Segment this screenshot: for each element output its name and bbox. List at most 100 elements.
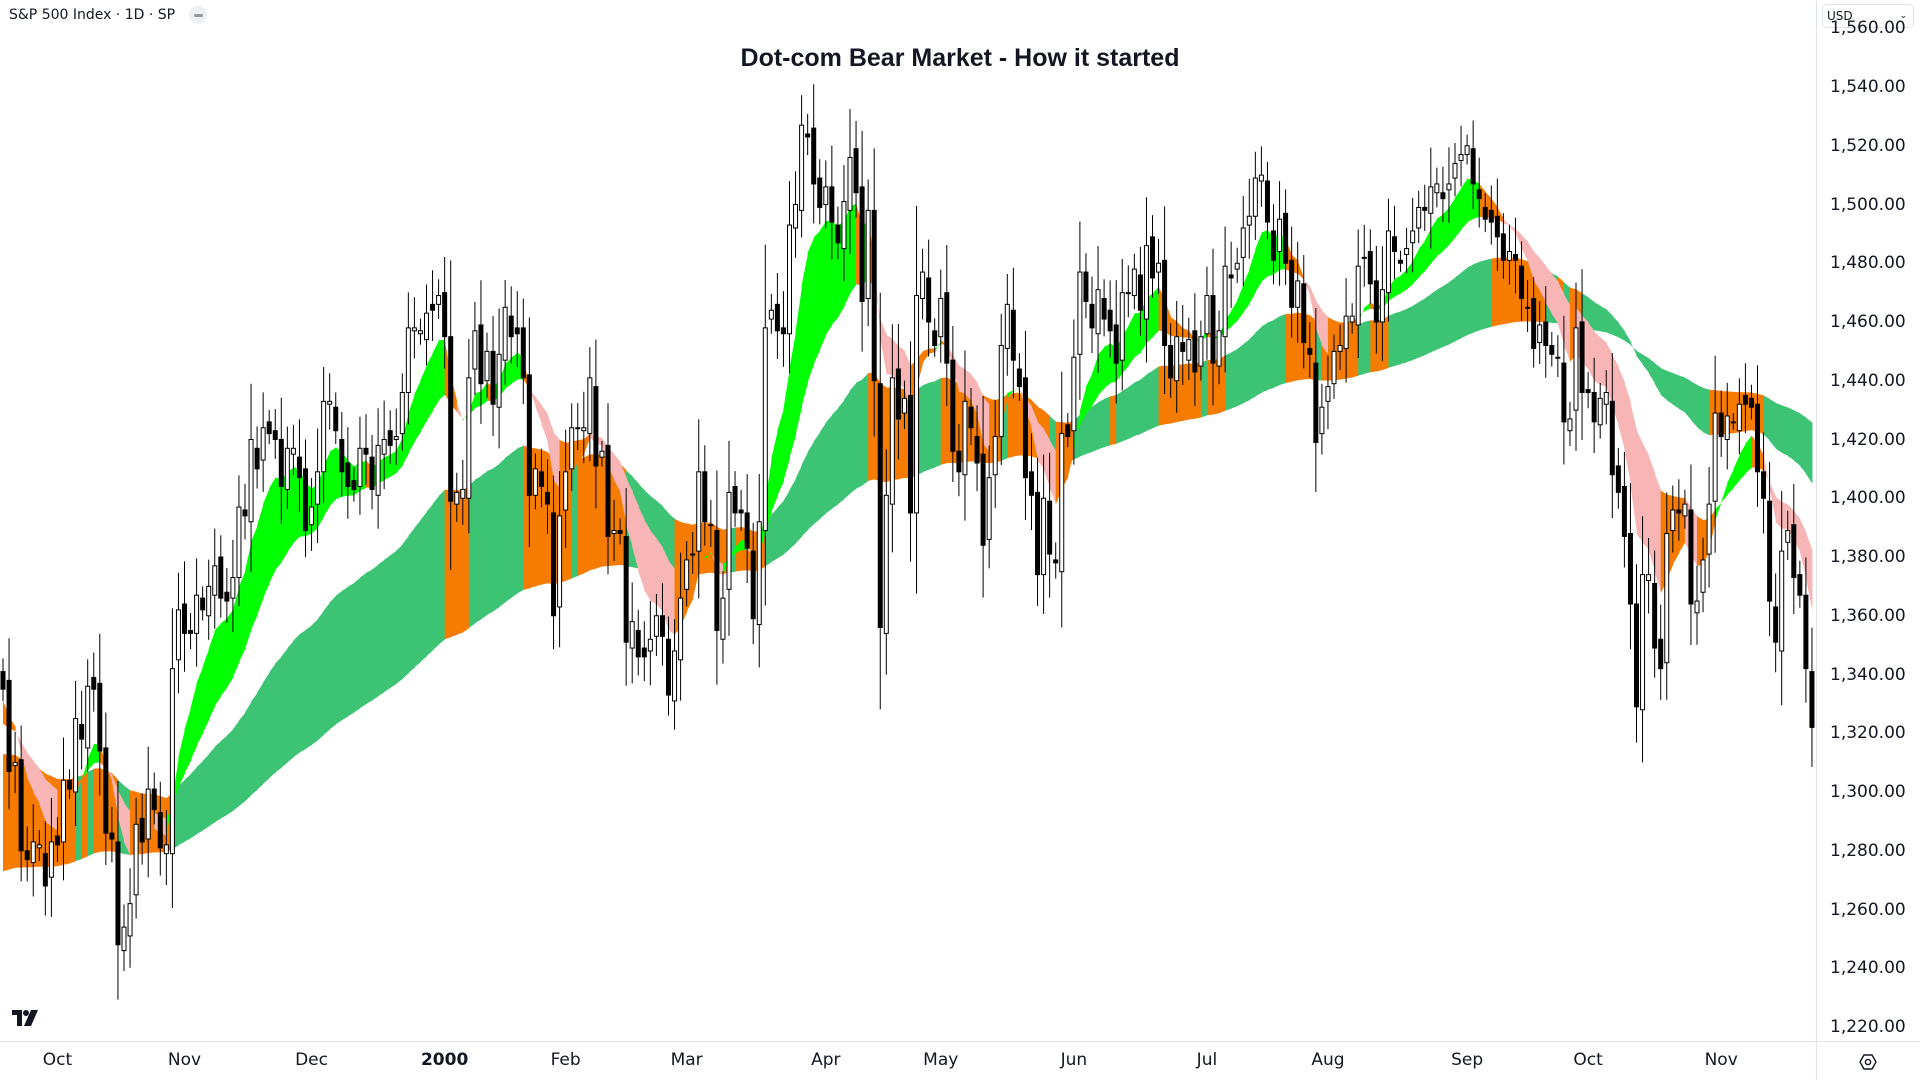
slow-ribbon-segment — [1085, 406, 1093, 454]
slow-ribbon-segment — [1231, 348, 1238, 409]
candle-down — [1053, 559, 1059, 564]
fast-ribbon-segment — [1648, 455, 1656, 572]
slow-ribbon-segment — [1594, 302, 1601, 332]
fast-ribbon-segment — [1430, 218, 1438, 264]
price-tick-label: 1,260.00 — [1830, 899, 1906, 920]
fast-ribbon-segment — [638, 506, 645, 591]
slow-ribbon-segment — [1703, 387, 1710, 436]
slow-ribbon-segment — [3, 754, 10, 872]
candle-up — [1785, 530, 1791, 543]
candle-down — [605, 444, 611, 537]
fast-ribbon-segment — [656, 538, 663, 612]
candle-down — [188, 629, 194, 634]
currency-select[interactable]: USD ⌄ — [1822, 4, 1914, 28]
slow-ribbon-segment — [1678, 375, 1686, 413]
slow-ribbon-segment — [456, 490, 464, 635]
fast-ribbon-segment — [1134, 312, 1141, 358]
candle-down — [623, 535, 629, 643]
candle-up — [647, 638, 653, 652]
price-chart[interactable] — [0, 0, 1816, 1041]
fast-ribbon-segment — [1237, 284, 1244, 321]
slow-ribbon-segment — [474, 475, 482, 624]
candle-down — [1500, 233, 1506, 261]
fast-ribbon-segment — [1799, 518, 1807, 579]
candle-down — [1585, 389, 1591, 393]
candle-down — [266, 421, 272, 435]
candle-down — [363, 447, 369, 455]
candle-down — [1367, 251, 1373, 285]
fast-ribbon-segment — [15, 726, 22, 755]
slow-ribbon-segment — [1430, 289, 1438, 353]
slow-ribbon-segment — [1648, 358, 1656, 384]
fast-ribbon-segment — [795, 285, 803, 435]
candle-up — [1646, 574, 1652, 581]
candle-down — [1422, 206, 1428, 211]
candle-down — [859, 186, 865, 302]
candle-down — [1168, 345, 1174, 379]
fast-ribbon-segment — [813, 230, 821, 365]
candle-up — [436, 295, 442, 305]
fast-ribbon-segment — [1448, 197, 1456, 245]
slow-ribbon-segment — [1473, 261, 1480, 333]
candle-down — [1228, 274, 1234, 279]
candle-down — [254, 447, 260, 470]
slow-ribbon-segment — [1249, 332, 1256, 401]
candle-down — [744, 512, 750, 549]
fast-ribbon-segment — [39, 768, 46, 822]
slow-ribbon-segment — [1509, 257, 1516, 324]
slow-ribbon-segment — [1188, 363, 1196, 420]
candle-down — [1579, 321, 1585, 393]
fast-ribbon-segment — [789, 331, 797, 458]
price-tick-label: 1,280.00 — [1830, 840, 1906, 861]
fast-ribbon-segment — [462, 411, 470, 421]
candle-down — [218, 556, 224, 599]
slow-ribbon-segment — [856, 379, 863, 489]
price-tick-label: 1,380.00 — [1830, 547, 1906, 567]
minus-icon[interactable] — [189, 6, 208, 24]
candle-up — [230, 577, 236, 599]
fast-ribbon-segment — [620, 461, 627, 526]
slow-ribbon-segment — [704, 522, 712, 574]
candle-up — [1446, 183, 1452, 191]
candle-up — [48, 841, 54, 878]
symbol-label[interactable]: S&P 500 Index · 1D · SP — [9, 7, 176, 23]
candle-up — [901, 397, 907, 414]
slow-ribbon-segment — [390, 550, 397, 688]
slow-ribbon-segment — [1104, 396, 1111, 448]
slow-ribbon-segment — [1134, 379, 1141, 437]
gear-icon[interactable] — [1858, 1052, 1878, 1072]
slow-ribbon-segment — [1110, 394, 1117, 446]
candle-down — [67, 779, 73, 790]
candle-up — [411, 327, 417, 332]
slow-ribbon-segment — [281, 648, 288, 768]
slow-ribbon-segment — [438, 489, 446, 645]
slow-ribbon-segment — [1140, 374, 1147, 434]
candle-up — [357, 447, 363, 487]
slow-ribbon-segment — [1007, 392, 1014, 459]
candle-down — [829, 186, 835, 223]
fast-ribbon-segment — [1418, 240, 1426, 278]
fast-ribbon-segment — [1733, 454, 1740, 489]
candle-down — [1289, 259, 1295, 308]
slow-ribbon-segment — [1376, 319, 1383, 372]
candle-up — [212, 565, 218, 596]
candle-up — [1452, 162, 1458, 179]
candle-down — [714, 530, 720, 631]
fast-ribbon-segment — [117, 790, 125, 842]
slow-ribbon-segment — [347, 582, 355, 717]
time-tick-label: Apr — [811, 1050, 841, 1070]
fast-ribbon-segment — [33, 760, 40, 804]
fast-ribbon-segment — [1588, 322, 1595, 382]
price-tick-label: 1,340.00 — [1830, 664, 1906, 685]
candle-down — [520, 327, 526, 379]
fast-ribbon-segment — [825, 221, 833, 336]
candle-up — [375, 444, 381, 496]
candle-down — [1627, 533, 1633, 605]
fast-ribbon-segment — [238, 570, 246, 662]
slow-ribbon-segment — [1164, 365, 1172, 425]
candle-down — [666, 638, 671, 696]
fast-ribbon-segment — [1092, 354, 1099, 406]
tradingview-logo[interactable] — [12, 1010, 38, 1026]
fast-ribbon-segment — [1309, 286, 1317, 329]
fast-ribbon-segment — [1176, 321, 1184, 338]
